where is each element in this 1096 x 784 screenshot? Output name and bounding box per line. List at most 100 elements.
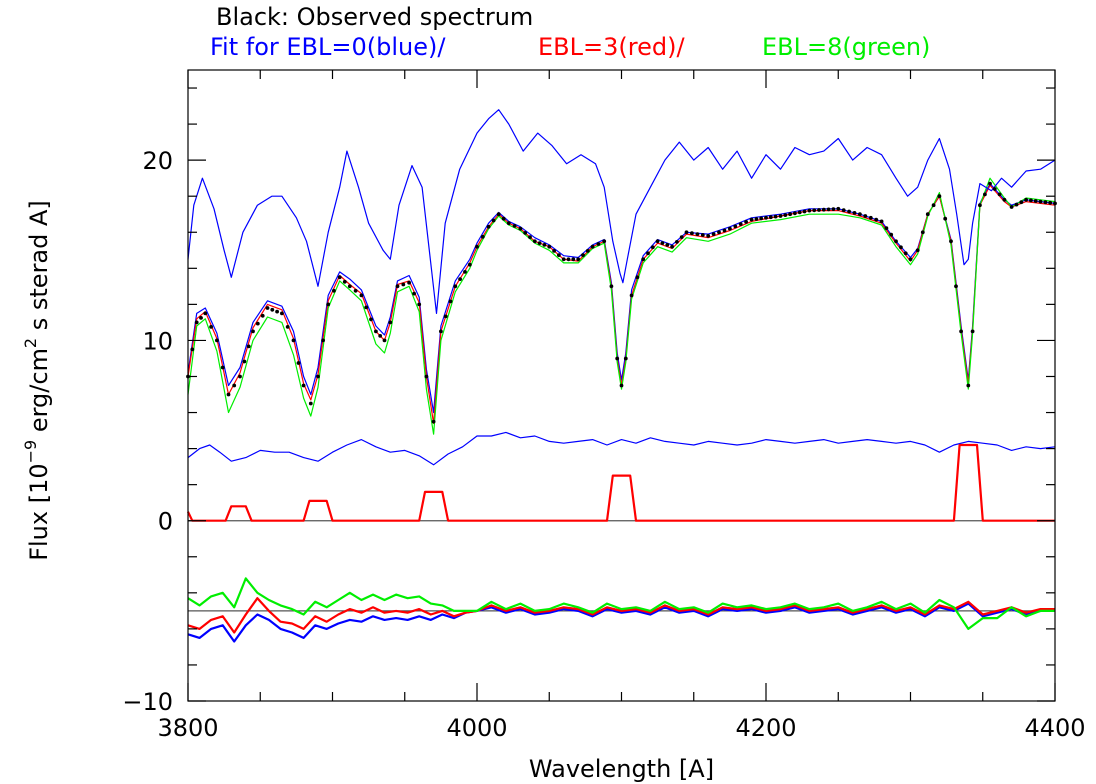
observed-point xyxy=(199,316,203,320)
observed-point xyxy=(590,244,595,249)
observed-point xyxy=(773,214,778,219)
observed-point xyxy=(836,206,841,211)
observed-point xyxy=(523,231,528,235)
observed-point xyxy=(852,211,857,215)
observed-point xyxy=(1024,197,1028,202)
observed-point xyxy=(463,270,467,274)
observed-point xyxy=(571,257,576,262)
observed-point xyxy=(690,231,694,236)
observed-point xyxy=(711,232,716,237)
observed-point xyxy=(220,365,225,370)
observed-point xyxy=(374,329,378,334)
observed-point xyxy=(629,293,634,298)
series-line-8 xyxy=(187,577,1055,631)
observed-point xyxy=(467,262,472,267)
observed-point xyxy=(378,334,383,338)
observed-point xyxy=(744,220,748,224)
series-line-2 xyxy=(187,177,1056,435)
observed-point xyxy=(695,232,700,237)
observed-point xyxy=(959,329,963,334)
observed-point xyxy=(1043,200,1048,205)
observed-point xyxy=(602,239,607,244)
series-line-5 xyxy=(187,443,1055,522)
observed-point xyxy=(246,344,251,349)
x-axis-label: Wavelength [A] xyxy=(529,755,714,783)
observed-point xyxy=(203,311,208,316)
y-tick-label: −10 xyxy=(122,688,173,716)
observed-point xyxy=(997,192,1002,197)
observed-point xyxy=(619,383,624,388)
observed-point xyxy=(641,257,646,262)
observed-point xyxy=(783,213,788,218)
observed-point xyxy=(660,241,665,246)
observed-point xyxy=(684,230,689,235)
observed-point xyxy=(675,240,679,244)
y-tick-label: 20 xyxy=(142,147,173,175)
chart-title-legend-ebl8: EBL=8(green) xyxy=(762,33,931,61)
observed-point xyxy=(759,216,764,221)
observed-point xyxy=(576,257,581,262)
observed-point xyxy=(983,192,987,197)
observed-point xyxy=(1038,199,1043,204)
observed-point xyxy=(301,383,306,388)
observed-point xyxy=(486,224,491,229)
observed-point xyxy=(970,329,975,334)
observed-point xyxy=(1048,200,1053,205)
observed-point xyxy=(623,356,628,361)
observed-point xyxy=(585,249,590,253)
observed-point xyxy=(359,293,364,298)
observed-point xyxy=(296,361,301,365)
observed-point xyxy=(717,230,721,235)
observed-point xyxy=(326,302,331,307)
observed-point xyxy=(988,181,992,186)
y-axis-label-exp2: 2 xyxy=(21,338,40,348)
observed-point xyxy=(635,275,640,280)
observed-point xyxy=(552,249,556,253)
chart-title-line-1: Black: Observed spectrum xyxy=(216,3,534,31)
observed-point xyxy=(439,329,443,334)
observed-point xyxy=(722,228,727,233)
observed-point xyxy=(889,232,894,237)
observed-point xyxy=(764,215,768,220)
observed-point xyxy=(382,338,387,343)
observed-point xyxy=(937,194,942,199)
observed-point xyxy=(899,245,903,250)
observed-point xyxy=(874,217,879,222)
observed-point xyxy=(665,243,670,247)
observed-point xyxy=(353,288,358,293)
plot-frame xyxy=(187,69,1056,702)
observed-point xyxy=(812,208,817,213)
observed-point xyxy=(894,239,898,244)
observed-point xyxy=(280,311,284,316)
observed-point xyxy=(646,251,650,256)
tick-labels: 3800 4000 4200 4400 −10 0 10 20 xyxy=(122,147,1085,742)
observed-point xyxy=(255,321,260,326)
observed-point xyxy=(407,280,411,285)
observed-point xyxy=(506,221,511,226)
observed-point xyxy=(491,218,496,223)
observed-point xyxy=(615,356,620,361)
series-line-3 xyxy=(187,109,1056,314)
y-axis-label-post: s sterad A] xyxy=(25,200,53,338)
observed-point xyxy=(512,224,517,228)
observed-point xyxy=(826,207,831,212)
chart-title-legend-ebl0: Fit for EBL=0(blue)/ xyxy=(210,33,446,61)
y-axis-label: Flux [10−9 erg/cm2 s sterad A] xyxy=(21,200,53,561)
observed-point xyxy=(920,230,925,235)
observed-point xyxy=(738,222,743,227)
observed-point xyxy=(879,219,884,224)
observed-point xyxy=(285,325,290,329)
observed-point xyxy=(802,209,807,214)
observed-point xyxy=(443,314,448,319)
observed-point xyxy=(807,208,812,213)
observed-point xyxy=(733,224,738,229)
observed-point xyxy=(596,242,601,246)
observed-point xyxy=(458,277,462,281)
observed-point xyxy=(1014,202,1019,207)
observed-point xyxy=(609,284,614,289)
reference-lines xyxy=(188,520,1055,612)
observed-point xyxy=(915,248,920,253)
x-tick-label: 4400 xyxy=(1024,714,1085,742)
observed-point xyxy=(275,309,279,314)
observed-point xyxy=(788,212,792,217)
